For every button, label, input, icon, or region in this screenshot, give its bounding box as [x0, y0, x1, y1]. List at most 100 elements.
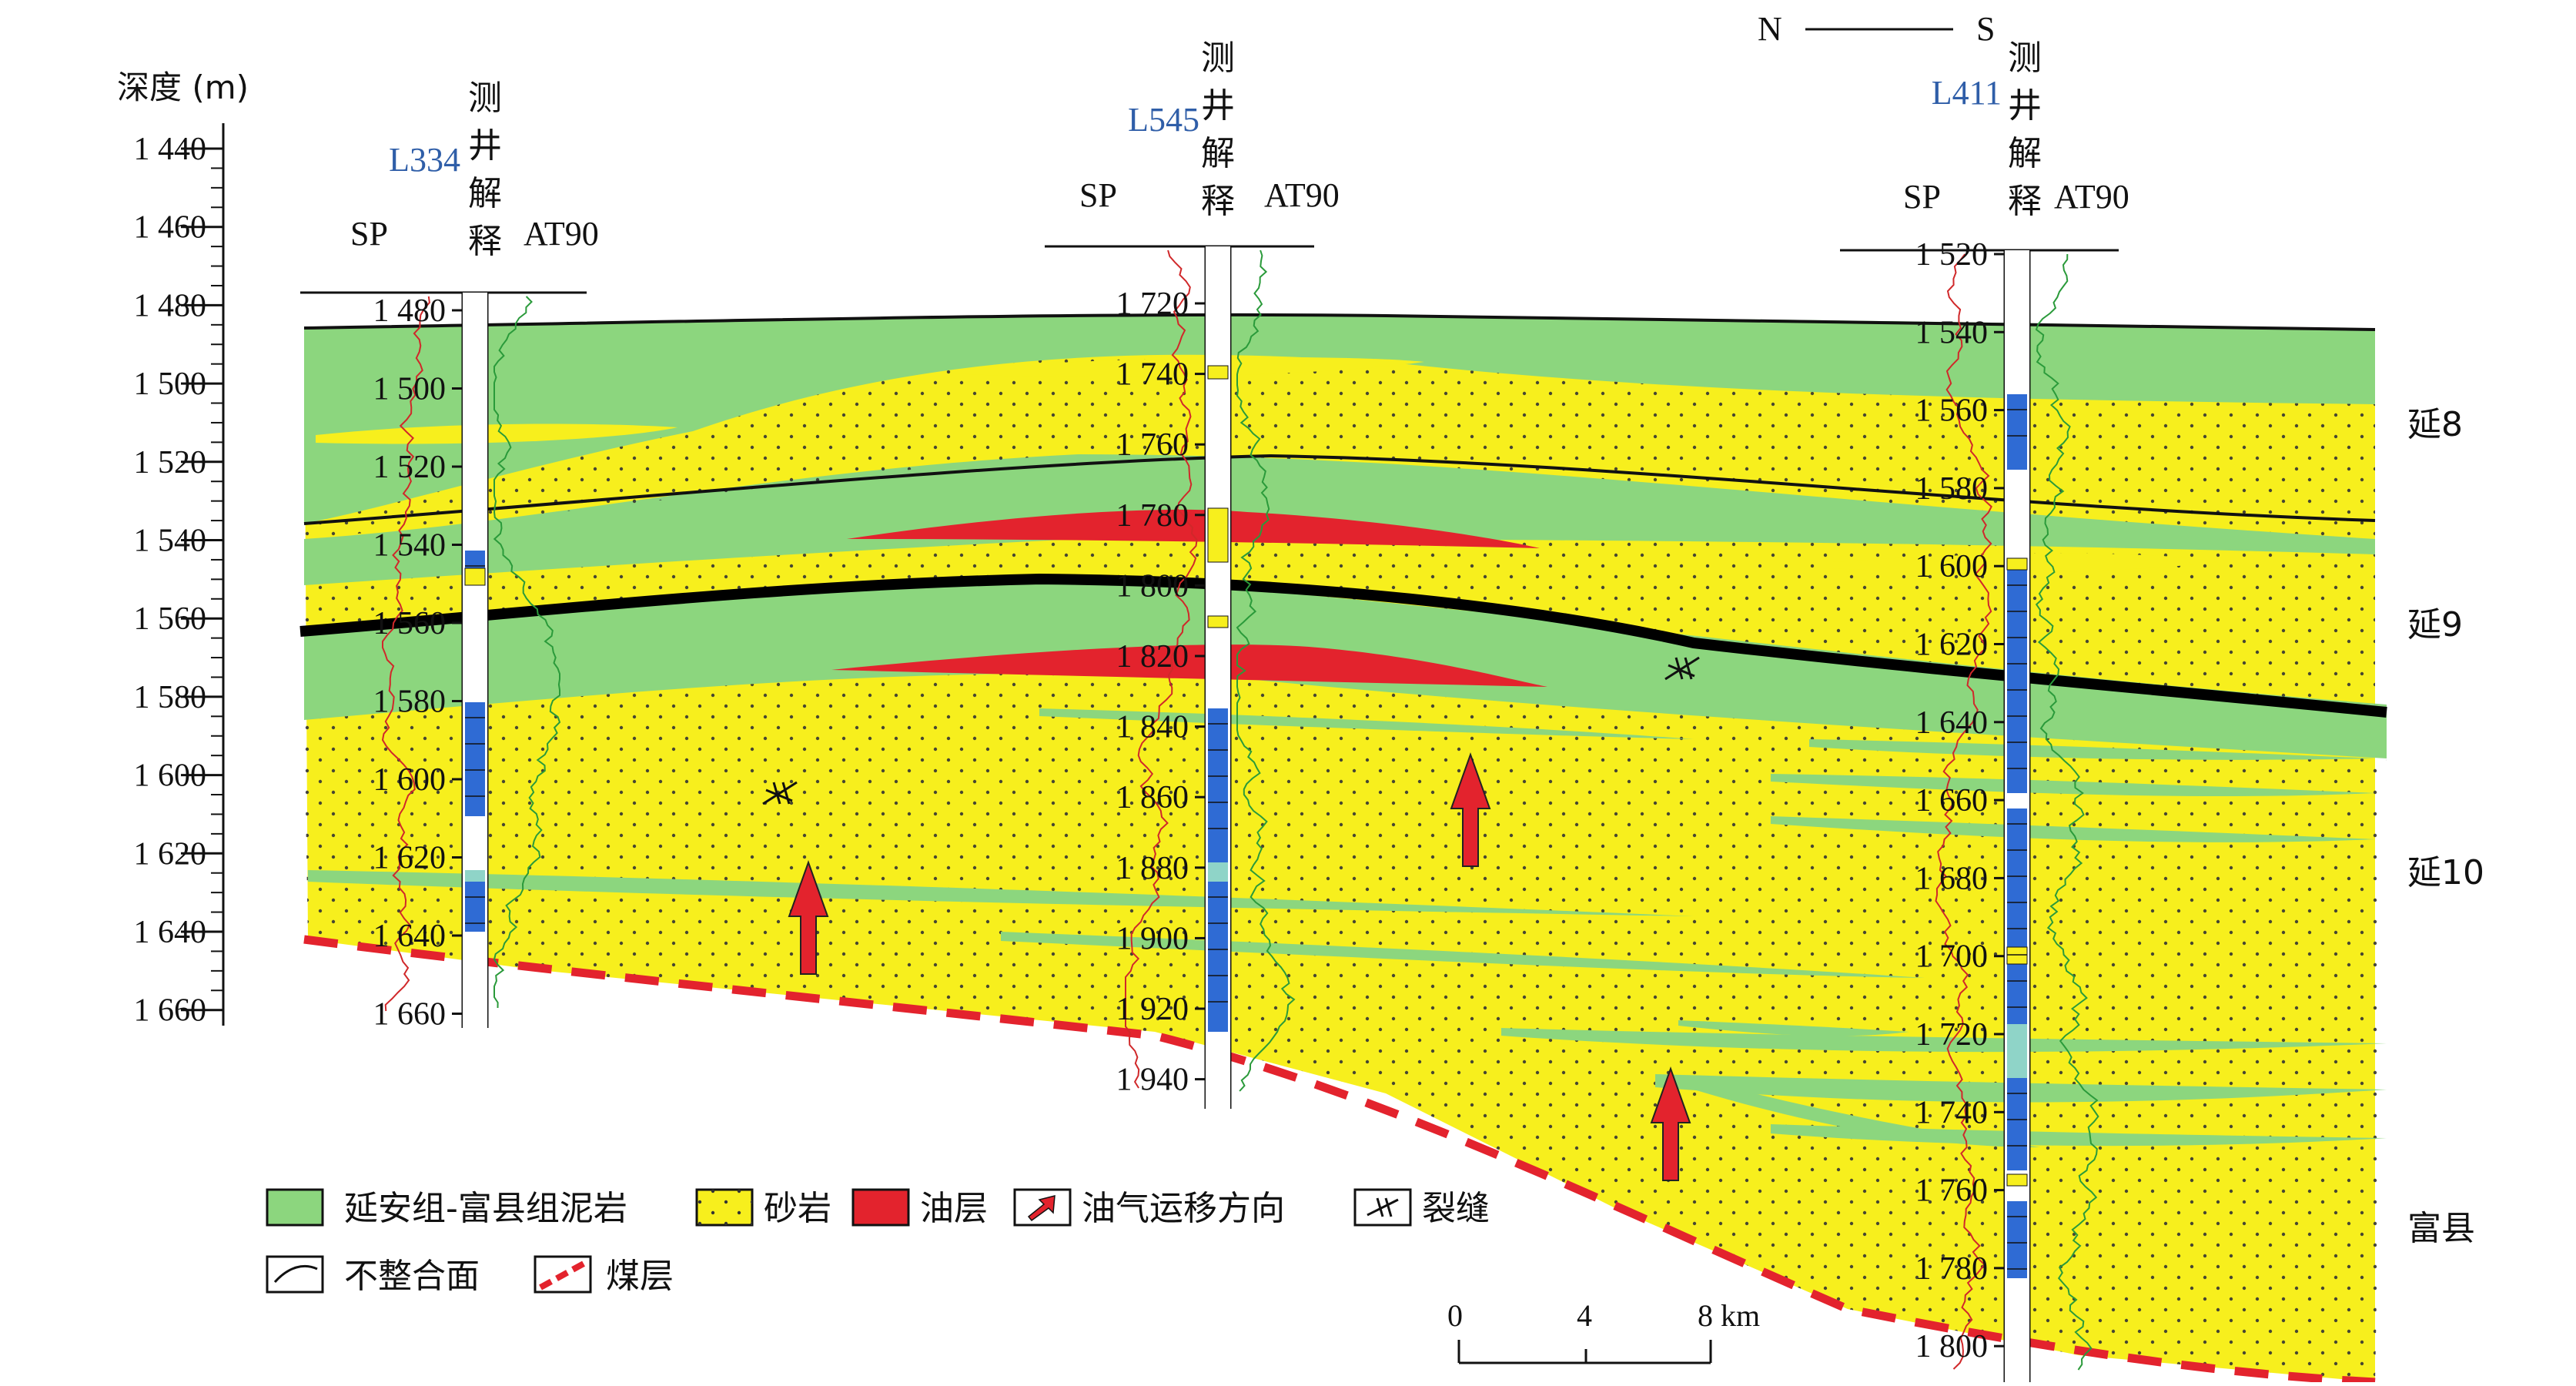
sp-label: SP: [1903, 178, 1941, 216]
depth-tick-label: 1 540: [134, 524, 207, 559]
well-interp-sand: [1208, 862, 1228, 882]
well-interp-mudstone: [2007, 570, 2027, 793]
formation-label: 延8: [2407, 405, 2463, 444]
north-label: N: [1758, 10, 1782, 48]
scale-label-8km: 8 km: [1698, 1298, 1760, 1333]
well-interp-sandstone: [2006, 946, 2028, 965]
formation-label: 富县: [2407, 1209, 2475, 1248]
sand-lens: [955, 357, 1424, 377]
well-depth-label: 1 520: [373, 450, 447, 485]
well-depth-label: 1 880: [1116, 851, 1189, 886]
sandstone-dots-upper: [304, 354, 2375, 539]
legend-swatch-sandstone-dots: [697, 1190, 752, 1225]
scale-bar: 0 4 8 km: [1447, 1298, 1760, 1364]
at90-curve: [2035, 253, 2099, 1371]
well-interp-mudstone: [2007, 1201, 2027, 1278]
well-interp-mudstone: [465, 882, 485, 932]
legend-migration-arrow-icon: [1027, 1195, 1055, 1222]
well-interp-sand: [2007, 1024, 2027, 1078]
boundary-line: [303, 313, 2376, 331]
mud-stringer: [1771, 816, 2375, 842]
well-L334: 1 480 1 500 1 520 1 540 1 560 1 580 1 600 1 620…: [300, 79, 599, 1033]
migration-arrow-icon: [788, 860, 829, 975]
formation-label: 延9: [2407, 605, 2463, 644]
well-depth-label: 1 660: [1915, 783, 1989, 819]
coal-bed-line: [303, 935, 2376, 1386]
at90-curve: [493, 296, 561, 1009]
sp-label: SP: [350, 215, 388, 253]
well-interp-label: 解: [1201, 134, 1235, 173]
well-depth-label: 1 860: [1116, 780, 1189, 815]
well-depth-label: 1 940: [1116, 1063, 1189, 1098]
at90-label: AT90: [524, 215, 599, 253]
well-depth-label: 1 760: [1915, 1173, 1989, 1209]
well-depth-label: 1 760: [1116, 427, 1189, 463]
well-depth-label: 1 580: [373, 685, 447, 720]
sp-curve: [1125, 249, 1198, 1089]
well-interp-label: 释: [468, 222, 502, 261]
well-name: L411: [1932, 74, 2002, 112]
scale-label-0: 0: [1447, 1298, 1463, 1333]
mud-stringer: [1501, 1028, 2387, 1053]
well-interp-sandstone: [1207, 615, 1229, 628]
formation-label: 延10: [2407, 853, 2484, 892]
legend-swatch-oil: [851, 1188, 910, 1227]
mud-stringer: [1039, 708, 1694, 739]
well-interp-mudstone: [2007, 1078, 2027, 1170]
geologic-body: [299, 313, 2387, 1386]
migration-arrows: [788, 752, 1691, 1181]
well-interp-label: 测: [2008, 38, 2042, 78]
south-label: S: [1976, 10, 1995, 48]
well-depth-label: 1 840: [1116, 710, 1189, 745]
legend-label-mudstone: 延安组-富县组泥岩: [344, 1189, 627, 1228]
well-interp-label: 测: [468, 79, 502, 118]
well-interp-label: 释: [2008, 182, 2042, 221]
well-L411: 1 520 1 540 1 560 1 580 1 600 1 620 1 640 1 660…: [1840, 38, 2129, 1386]
orientation: N S: [1758, 10, 1995, 48]
well-depth-label: 1 720: [1915, 1017, 1989, 1053]
well-depth-label: 1 920: [1116, 992, 1189, 1027]
well-interp-label: 测: [1201, 38, 1235, 78]
well-interp-sandstone: [1207, 365, 1229, 380]
depth-tick-label: 1 480: [134, 288, 207, 323]
scale-label-4: 4: [1577, 1298, 1592, 1333]
well-depth-label: 1 620: [1915, 628, 1989, 663]
sandstone-dots-mid: [304, 539, 2375, 705]
mud-stringer: [1001, 932, 1925, 978]
oil-layer: [847, 509, 1540, 548]
depth-tick-label: 1 460: [134, 210, 207, 246]
at90-label: AT90: [2054, 178, 2129, 216]
mud-stringer: [1809, 739, 2375, 760]
well-depth-label: 1 640: [1915, 705, 1989, 741]
well-depth-label: 1 640: [373, 919, 447, 954]
sp-curve: [381, 296, 430, 1012]
well-depth-label: 1 480: [373, 293, 447, 329]
well-depth-label: 1 720: [1116, 286, 1189, 322]
well-depth-label: 1 600: [373, 762, 447, 798]
well-interp-sandstone: [2006, 557, 2028, 571]
legend-label-unconformity: 不整合面: [344, 1257, 480, 1296]
mud-stringer: [308, 870, 1694, 916]
well-interp-mudstone: [1208, 708, 1228, 862]
wells: 1 480 1 500 1 520 1 540 1 560 1 580 1 600 1 620…: [300, 38, 2129, 1386]
legend-label-fracture: 裂缝: [1422, 1189, 1490, 1228]
well-depth-label: 1 600: [1915, 549, 1989, 584]
mudstone-upper: [304, 314, 2375, 524]
at90-curve: [1236, 249, 1296, 1092]
well-depth-label: 1 560: [373, 606, 447, 641]
legend-label-coal: 煤层: [606, 1257, 674, 1296]
mud-stringer: [1678, 1020, 1909, 1036]
well-interp-sandstone: [2006, 1173, 2028, 1187]
well-interp-label: 井: [1201, 86, 1235, 126]
mud-stringer: [1771, 774, 2375, 797]
well-depth-label: 1 800: [1116, 568, 1189, 604]
well-interp-label: 解: [2008, 134, 2042, 173]
legend-swatch-migration: [1013, 1188, 1072, 1227]
well-name: L334: [389, 141, 460, 179]
sp-curve: [1935, 253, 1992, 1370]
legend-label-migration: 油气运移方向: [1082, 1189, 1285, 1228]
well-depth-label: 1 740: [1915, 1095, 1989, 1130]
well-depth-label: 1 500: [373, 372, 447, 407]
depth-tick-label: 1 600: [134, 758, 207, 794]
fractures: [762, 656, 1700, 805]
